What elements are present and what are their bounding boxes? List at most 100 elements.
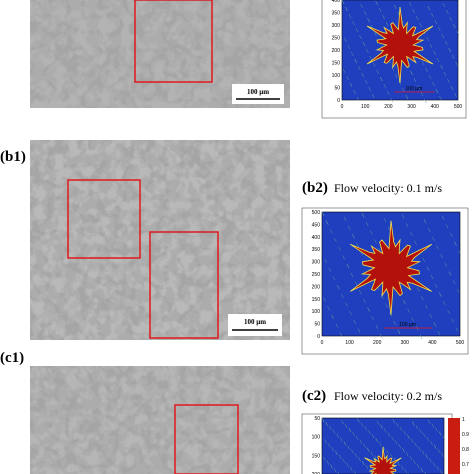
vector — [360, 3, 363, 9]
vector — [352, 234, 355, 239]
vector — [401, 465, 404, 470]
vector — [413, 459, 416, 465]
vector — [322, 456, 326, 461]
vector — [351, 449, 354, 454]
vector — [349, 466, 353, 471]
vector — [403, 430, 406, 435]
vector — [376, 420, 380, 425]
vector — [438, 26, 441, 32]
vector — [453, 23, 456, 29]
vector — [416, 15, 419, 21]
vector — [366, 48, 369, 54]
vector — [445, 224, 449, 229]
vector — [402, 448, 405, 453]
vector — [391, 66, 395, 72]
vector — [432, 462, 436, 467]
vector — [359, 34, 362, 40]
vector — [371, 93, 375, 99]
x-tick-label: 500 — [456, 340, 465, 346]
vector — [346, 462, 349, 467]
caption: Flow velocity: 0.1 m/s — [334, 181, 442, 195]
vector — [450, 232, 453, 238]
vector — [364, 79, 368, 85]
vector — [383, 218, 387, 223]
vector — [321, 417, 325, 423]
vector — [347, 445, 350, 450]
vector — [410, 231, 413, 236]
vector — [349, 311, 352, 316]
vector — [356, 96, 360, 102]
vector — [360, 422, 364, 427]
vector — [393, 4, 397, 10]
vector — [336, 433, 339, 438]
panel-label: (b2) — [302, 180, 328, 196]
vector — [412, 8, 415, 14]
vector — [456, 30, 460, 36]
y-tick-label: 300 — [312, 260, 321, 266]
vector — [361, 213, 365, 218]
vector — [327, 306, 330, 311]
vector — [363, 10, 367, 16]
vector — [354, 58, 357, 64]
vector — [342, 255, 345, 260]
vector — [330, 464, 333, 469]
vector — [457, 288, 460, 293]
vector — [409, 455, 413, 461]
vector — [401, 214, 405, 219]
micrograph-c1 — [30, 366, 290, 474]
y-tick-label: 350 — [332, 11, 341, 17]
vector — [340, 437, 343, 442]
vector — [439, 292, 442, 297]
vector — [450, 85, 454, 91]
vector — [342, 68, 346, 74]
vector — [347, 44, 351, 50]
vector — [379, 441, 382, 447]
colorbar-tick: 0.7 — [462, 462, 469, 468]
vector — [395, 73, 398, 79]
vector — [371, 434, 375, 439]
vector — [331, 314, 334, 320]
vector — [341, 420, 344, 425]
vector — [413, 77, 417, 83]
vector — [431, 423, 435, 428]
vector — [362, 461, 365, 466]
vector — [346, 263, 350, 269]
y-tick-label: 150 — [312, 297, 321, 303]
vector — [407, 434, 410, 439]
vector — [362, 41, 366, 47]
vector — [355, 27, 359, 33]
vector — [339, 332, 343, 337]
vector — [435, 88, 439, 94]
vector — [388, 226, 391, 231]
y-tick-label: 50 — [314, 322, 320, 328]
vector — [435, 427, 438, 432]
vector — [390, 97, 393, 103]
vector — [360, 251, 363, 256]
vector — [342, 458, 345, 463]
vector — [418, 446, 421, 451]
vector — [374, 239, 377, 244]
vector — [367, 17, 370, 23]
vector — [391, 436, 394, 441]
vector — [455, 61, 458, 67]
vector — [409, 1, 412, 7]
vector — [397, 461, 400, 466]
vector — [368, 430, 371, 435]
dendrite — [364, 447, 402, 474]
vector — [344, 37, 347, 43]
vector — [420, 91, 424, 97]
vector — [338, 454, 342, 460]
vector — [441, 215, 445, 220]
vector — [370, 451, 374, 456]
vector — [416, 463, 420, 469]
vector — [399, 426, 403, 432]
vector — [443, 71, 447, 77]
vector — [353, 319, 356, 324]
vector — [345, 302, 348, 307]
vector — [355, 435, 359, 441]
vector — [455, 327, 459, 332]
vector — [419, 429, 422, 434]
vector — [429, 458, 432, 463]
vector — [444, 262, 448, 267]
vector — [434, 444, 437, 449]
